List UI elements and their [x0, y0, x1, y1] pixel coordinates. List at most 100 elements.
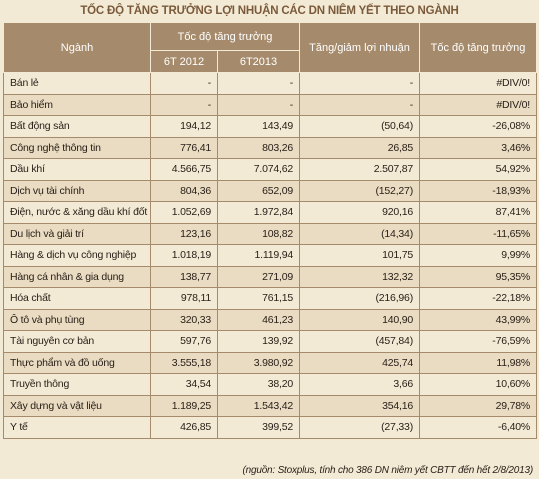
value-cell: 3.555,18 — [150, 351, 218, 374]
title: TỐC ĐỘ TĂNG TRƯỞNG LỢI NHUẬN CÁC DN NIÊM… — [80, 5, 459, 17]
table-row: Hóa chất 978,11 761,15 (216,96) -22,18% — [3, 287, 537, 310]
table-body: Bán lẻ - - - #DIV/0! Bảo hiểm - - - #DIV/0! Bất độ… — [3, 72, 537, 439]
table-row: Du lịch và giải trí 123,16 108,82 (14,34) -1… — [3, 222, 537, 245]
value-cell: 26,85 — [299, 136, 420, 159]
sector-cell: Hàng cá nhân & gia dụng — [3, 265, 151, 288]
value-cell: 804,36 — [150, 179, 218, 202]
value-cell: 3,66 — [299, 373, 420, 396]
value-cell: 4.566,75 — [150, 158, 218, 181]
value-cell: (152,27) — [299, 179, 420, 202]
value-cell: 1.543,42 — [217, 394, 300, 417]
table-row: Bảo hiểm - - - #DIV/0! — [3, 93, 537, 116]
value-cell: 2.507,87 — [299, 158, 420, 181]
table-row: Thực phẩm và đồ uống 3.555,18 3.980,92 425,… — [3, 351, 537, 374]
value-cell: #DIV/0! — [419, 93, 537, 116]
table-row: Tài nguyên cơ bản 597,76 139,92 (457,84) -76… — [3, 330, 537, 353]
value-cell: 1.972,84 — [217, 201, 300, 224]
value-cell: 425,74 — [299, 351, 420, 374]
table-row: Bán lẻ - - - #DIV/0! — [3, 72, 537, 95]
value-cell: 143,49 — [217, 115, 300, 138]
value-cell: -22,18% — [419, 287, 537, 310]
value-cell: 652,09 — [217, 179, 300, 202]
value-cell: 978,11 — [150, 287, 218, 310]
sector-cell: Bất động sản — [3, 115, 151, 138]
value-cell: 776,41 — [150, 136, 218, 159]
value-cell: 139,92 — [217, 330, 300, 353]
value-cell: #DIV/0! — [419, 72, 537, 95]
value-cell: 140,90 — [299, 308, 420, 331]
sector-cell: Thực phẩm và đồ uống — [3, 351, 151, 374]
value-cell: -18,93% — [419, 179, 537, 202]
table-row: Dầu khí 4.566,75 7.074,62 2.507,87 54,92% — [3, 158, 537, 181]
value-cell: 10,60% — [419, 373, 537, 396]
value-cell: -11,65% — [419, 222, 537, 245]
value-cell: (14,34) — [299, 222, 420, 245]
value-cell: 597,76 — [150, 330, 218, 353]
value-cell: 803,26 — [217, 136, 300, 159]
value-cell: 271,09 — [217, 265, 300, 288]
sector-cell: Truyền thông — [3, 373, 151, 396]
sector-cell: Hóa chất — [3, 287, 151, 310]
table-row: Điện, nước & xăng dầu khí đốt 1.052,69 1.9… — [3, 201, 537, 224]
value-cell: 54,92% — [419, 158, 537, 181]
table-row: Xây dựng và vật liệu 1.189,25 1.543,42 354,… — [3, 394, 537, 417]
table-row: Truyền thông 34,54 38,20 3,66 10,60% — [3, 373, 537, 396]
value-cell: 320,33 — [150, 308, 218, 331]
value-cell: 194,12 — [150, 115, 218, 138]
value-cell: 38,20 — [217, 373, 300, 396]
table: Ngành Tốc độ tăng trưởng Tăng/giảm lợi n… — [3, 22, 537, 439]
value-cell: 3.980,92 — [217, 351, 300, 374]
header-cell: Tốc độ tăng trưởng — [419, 22, 537, 73]
value-cell: 101,75 — [299, 244, 420, 267]
value-cell: (50,64) — [299, 115, 420, 138]
value-cell: (27,33) — [299, 416, 420, 439]
value-cell: 9,99% — [419, 244, 537, 267]
value-cell: 29,78% — [419, 394, 537, 417]
value-cell: 399,52 — [217, 416, 300, 439]
table-row: Hàng & dịch vụ công nghiệp 1.018,19 1.119,… — [3, 244, 537, 267]
header-cell: 6T 2012 — [150, 50, 218, 73]
table-row: Công nghệ thông tin 776,41 803,26 26,85 3,46… — [3, 136, 537, 159]
sector-cell: Ô tô và phụ tùng — [3, 308, 151, 331]
sector-cell: Tài nguyên cơ bản — [3, 330, 151, 353]
value-cell: -76,59% — [419, 330, 537, 353]
value-cell: - — [217, 72, 300, 95]
value-cell: - — [150, 72, 218, 95]
value-cell: -26,08% — [419, 115, 537, 138]
table-row: Dịch vụ tài chính 804,36 652,09 (152,27) -18… — [3, 179, 537, 202]
value-cell: - — [299, 72, 420, 95]
sector-cell: Điện, nước & xăng dầu khí đốt — [3, 201, 151, 224]
sector-cell: Dịch vụ tài chính — [3, 179, 151, 202]
value-cell: 87,41% — [419, 201, 537, 224]
value-cell: (457,84) — [299, 330, 420, 353]
table-row: Hàng cá nhân & gia dụng 138,77 271,09 132,3… — [3, 265, 537, 288]
value-cell: 461,23 — [217, 308, 300, 331]
sector-cell: Hàng & dịch vụ công nghiệp — [3, 244, 151, 267]
value-cell: 1.119,94 — [217, 244, 300, 267]
value-cell: 34,54 — [150, 373, 218, 396]
table-row: Y tế 426,85 399,52 (27,33) -6,40% — [3, 416, 537, 439]
value-cell: 123,16 — [150, 222, 218, 245]
value-cell: 43,99% — [419, 308, 537, 331]
value-cell: 920,16 — [299, 201, 420, 224]
sector-cell: Bảo hiểm — [3, 93, 151, 116]
value-cell: 761,15 — [217, 287, 300, 310]
sector-cell: Y tế — [3, 416, 151, 439]
sector-cell: Dầu khí — [3, 158, 151, 181]
header-cell: Ngành — [3, 22, 151, 73]
sector-cell: Xây dựng và vật liệu — [3, 394, 151, 417]
value-cell: 1.189,25 — [150, 394, 218, 417]
sector-cell: Du lịch và giải trí — [3, 222, 151, 245]
value-cell: - — [217, 93, 300, 116]
value-cell: -6,40% — [419, 416, 537, 439]
header-cell: Tốc độ tăng trưởng — [150, 22, 300, 51]
value-cell: - — [150, 93, 218, 116]
value-cell: 7.074,62 — [217, 158, 300, 181]
value-cell: - — [299, 93, 420, 116]
value-cell: 11,98% — [419, 351, 537, 374]
header-cell: Tăng/giảm lợi nhuận — [299, 22, 420, 73]
value-cell: 354,16 — [299, 394, 420, 417]
header-cell: 6T2013 — [217, 50, 300, 73]
value-cell: 3,46% — [419, 136, 537, 159]
